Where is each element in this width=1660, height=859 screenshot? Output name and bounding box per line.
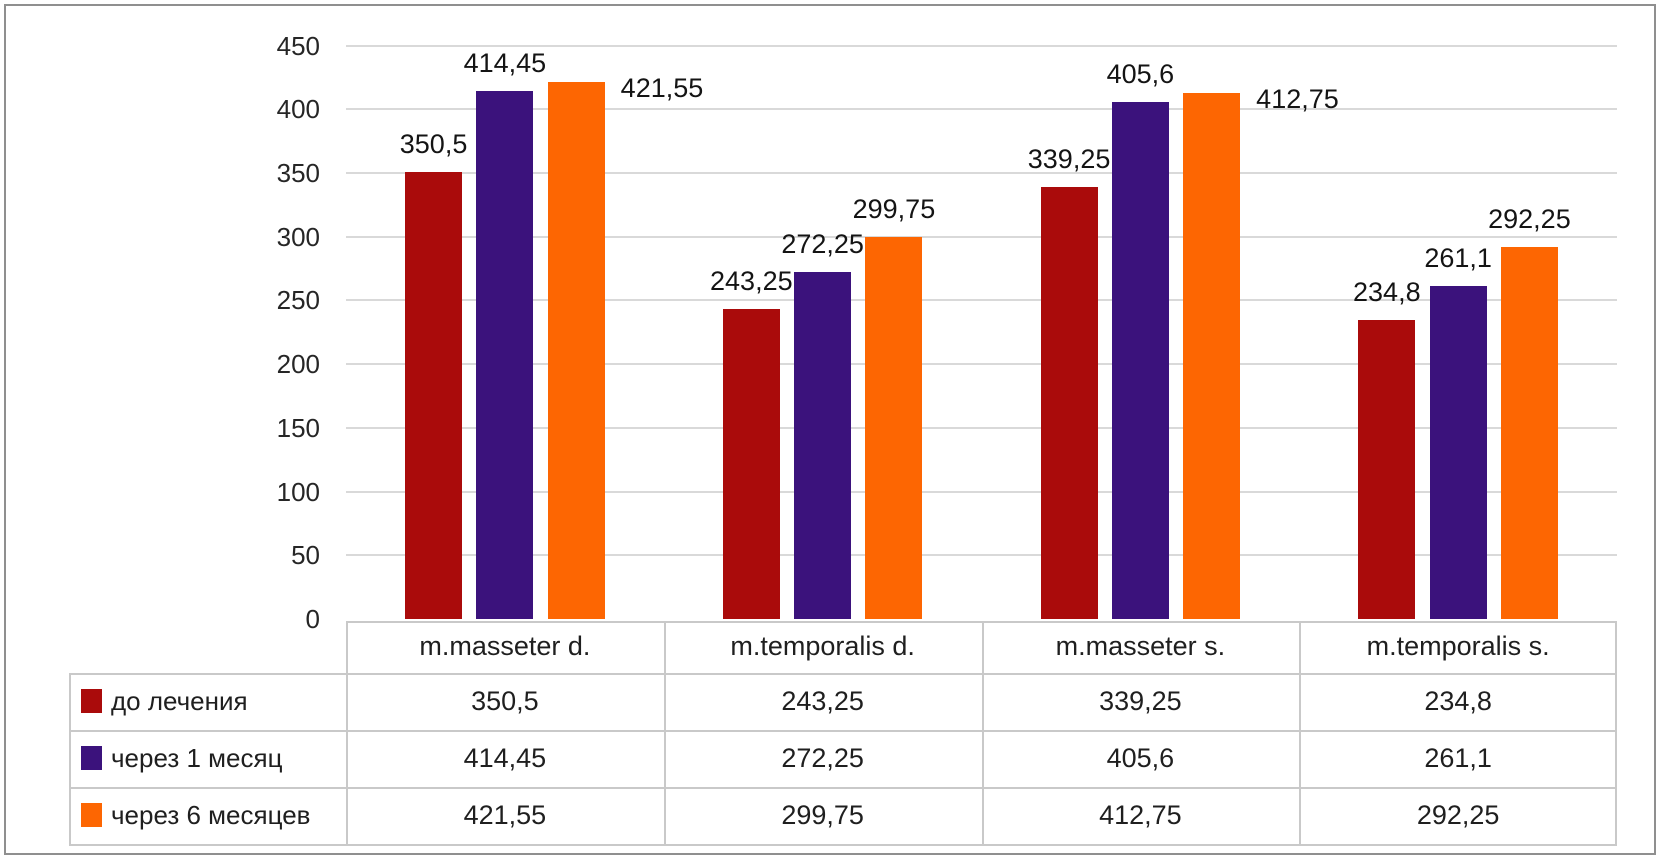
legend-row-3: через 6 месяцев bbox=[69, 787, 346, 844]
category-header-cell: m.masseter d. bbox=[419, 631, 591, 662]
table-value-cell: 339,25 bbox=[1099, 685, 1182, 716]
bar-через-1-месяц-m.temporalis-s. bbox=[1429, 286, 1487, 619]
bar-до-лечения-m.masseter-d. bbox=[405, 172, 463, 619]
table-value-cell: 272,25 bbox=[781, 742, 864, 773]
table-value-cell: 405,6 bbox=[1106, 742, 1175, 773]
gridline bbox=[346, 172, 1617, 175]
table-border-line bbox=[69, 672, 1617, 675]
bar-через-1-месяц-m.masseter-s. bbox=[1111, 102, 1169, 619]
y-axis-tick-label: 250 bbox=[276, 285, 320, 316]
table-value-cell: 234,8 bbox=[1424, 685, 1492, 716]
bar-value-label: 292,25 bbox=[1488, 203, 1571, 234]
table-value-cell: 243,25 bbox=[781, 685, 864, 716]
table-border-line bbox=[69, 786, 1617, 789]
legend-swatch bbox=[81, 803, 102, 828]
bar-value-label: 350,5 bbox=[399, 129, 468, 160]
table-border-line bbox=[346, 621, 348, 845]
bar-до-лечения-m.temporalis-s. bbox=[1358, 319, 1416, 619]
data-table: m.masseter d. m.temporalis d. m.masseter s… bbox=[69, 621, 1617, 847]
legend-row-2: через 1 месяц bbox=[69, 730, 346, 787]
gridline bbox=[346, 235, 1617, 238]
category-header-cell: m.temporalis s. bbox=[1366, 631, 1550, 662]
table-border-line bbox=[1299, 621, 1302, 845]
bar-через-1-месяц-m.masseter-d. bbox=[476, 90, 534, 619]
table-value-cell: 299,75 bbox=[781, 799, 864, 830]
table-border-line bbox=[1615, 621, 1617, 845]
y-axis-tick-label: 50 bbox=[291, 540, 320, 571]
table-border-line bbox=[663, 621, 666, 845]
bar-value-label: 412,75 bbox=[1256, 84, 1339, 115]
bar-value-label: 234,8 bbox=[1353, 276, 1421, 307]
category-header-cell: m.masseter s. bbox=[1055, 631, 1226, 662]
legend-series-label: через 1 месяц bbox=[111, 742, 283, 773]
y-axis-tick-label: 0 bbox=[305, 604, 320, 634]
table-value-cell: 350,5 bbox=[471, 685, 539, 716]
gridline bbox=[346, 363, 1617, 366]
table-border-line bbox=[981, 621, 984, 845]
bar-value-label: 299,75 bbox=[852, 194, 936, 225]
bar-через-6-месяцев-m.masseter-s. bbox=[1183, 93, 1241, 619]
table-value-cell: 261,1 bbox=[1424, 742, 1492, 773]
y-axis-tick-label: 200 bbox=[276, 349, 320, 380]
bar-value-label: 261,1 bbox=[1424, 243, 1492, 274]
legend-swatch bbox=[81, 689, 102, 714]
table-border-line bbox=[69, 729, 1617, 732]
bar-через-6-месяцев-m.masseter-d. bbox=[547, 81, 605, 619]
legend-series-label: через 6 месяцев bbox=[111, 799, 311, 830]
legend-swatch bbox=[81, 746, 102, 771]
gridline bbox=[346, 554, 1617, 557]
table-border-line bbox=[69, 844, 1617, 847]
legend-series-label: до лечения bbox=[111, 685, 248, 716]
y-axis-tick-label: 100 bbox=[276, 476, 320, 507]
bar-value-label: 272,25 bbox=[781, 229, 864, 260]
gridline bbox=[346, 108, 1617, 111]
gridline bbox=[346, 299, 1617, 302]
y-axis-tick-label: 350 bbox=[276, 158, 320, 189]
chart-outer-border bbox=[4, 4, 1656, 855]
bar-через-1-месяц-m.temporalis-d. bbox=[794, 272, 852, 619]
bar-через-6-месяцев-m.temporalis-d. bbox=[865, 237, 923, 619]
bar-до-лечения-m.masseter-s. bbox=[1040, 186, 1098, 619]
y-axis-tick-label: 300 bbox=[276, 221, 320, 252]
y-axis-tick-label: 450 bbox=[276, 30, 320, 61]
bar-value-label: 243,25 bbox=[710, 266, 793, 297]
table-value-cell: 421,55 bbox=[463, 799, 547, 830]
bar-value-label: 405,6 bbox=[1106, 59, 1175, 90]
gridline bbox=[346, 44, 1617, 47]
category-header-cell: m.temporalis d. bbox=[730, 631, 915, 662]
y-axis-tick-label: 400 bbox=[276, 94, 320, 125]
legend-row-1: до лечения bbox=[69, 673, 346, 730]
bar-value-label: 339,25 bbox=[1027, 143, 1111, 174]
y-axis-tick-label: 150 bbox=[276, 412, 320, 443]
table-value-cell: 412,75 bbox=[1099, 799, 1182, 830]
bar-value-label: 414,45 bbox=[463, 47, 547, 78]
table-value-cell: 414,45 bbox=[463, 742, 547, 773]
table-border-line bbox=[69, 672, 71, 845]
bar-value-label: 421,55 bbox=[620, 72, 704, 103]
gridline bbox=[346, 426, 1617, 429]
gridline bbox=[346, 490, 1617, 493]
bar-через-6-месяцев-m.temporalis-s. bbox=[1500, 246, 1558, 619]
table-value-cell: 292,25 bbox=[1416, 799, 1500, 830]
bar-до-лечения-m.temporalis-d. bbox=[722, 309, 780, 619]
